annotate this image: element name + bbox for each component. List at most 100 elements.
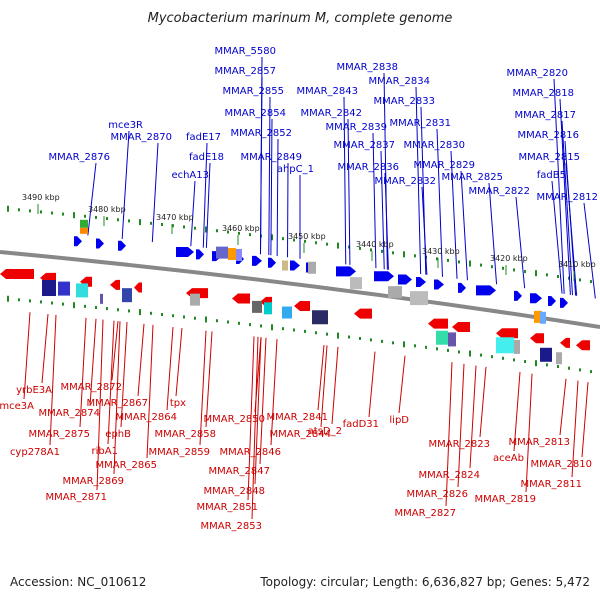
leader-line (276, 138, 279, 257)
reverse-gene-label: yrbE3A (16, 385, 52, 396)
leader-line (347, 118, 351, 265)
reverse-gene-label: MMAR_2859 (149, 447, 211, 458)
leader-line (259, 337, 267, 465)
leader-line (515, 196, 526, 289)
forward-gene-label: MMAR_2830 (404, 140, 466, 151)
forward-gene-arrow (398, 274, 412, 285)
reverse-gene-label: MMAR_2846 (220, 447, 282, 458)
leader-line (581, 382, 589, 458)
leader-line (331, 346, 339, 425)
reverse-gene-label: MMAR_2853 (201, 521, 263, 532)
reverse-gene-label: MMAR_2811 (521, 479, 583, 490)
leader-line (87, 162, 97, 236)
reverse-gene-label: MMAR_2858 (155, 429, 217, 440)
kbp-labels: 3490 kbp 3480 kbp 3470 kbp 3460 kbp 3450 kbp… (22, 193, 596, 281)
leader-line (89, 318, 97, 407)
leader-line (415, 86, 422, 274)
domain-boxes (42, 219, 562, 365)
reverse-gene-label: MMAR_2844 (270, 429, 332, 440)
forward-gene-label: fadE17 (186, 132, 221, 143)
domain-box (308, 261, 316, 274)
leader-line (559, 378, 567, 436)
accession-label: Accession: NC_010612 (10, 575, 146, 589)
domain-box (556, 352, 562, 365)
forward-gene-arrow (514, 290, 522, 301)
forward-gene-arrow (336, 266, 356, 277)
leader-line (460, 170, 468, 281)
forward-gene-arrow (548, 295, 556, 306)
kbp-label: 3490 kbp (22, 193, 60, 202)
reverse-gene-label: MMAR_2850 (204, 414, 266, 425)
forward-gene-label: MMAR_2833 (374, 96, 436, 107)
leader-line (111, 321, 119, 381)
forward-gene-label: MMAR_2855 (223, 86, 285, 97)
domain-box (388, 286, 402, 299)
leader-line (270, 118, 273, 256)
reverse-gene-label: MMAR_2851 (197, 502, 259, 513)
reverse-gene-label: MMAR_2827 (395, 508, 457, 519)
leader-line (488, 182, 498, 285)
domain-box (58, 281, 70, 296)
leader-line (205, 162, 211, 248)
forward-gene-label: MMAR_2825 (442, 172, 504, 183)
leader-line (551, 180, 563, 294)
reverse-gene-label: MMAR_2826 (407, 489, 469, 500)
domain-box (514, 339, 520, 354)
reverse-gene-label: MMAR_2824 (419, 470, 481, 481)
forward-gene-arrow (476, 285, 496, 296)
leader-line (343, 96, 347, 265)
forward-gene-label: fadE18 (189, 152, 224, 163)
forward-gene-label: MMAR_2854 (225, 108, 287, 119)
forward-gene-label: MMAR_2838 (337, 62, 399, 73)
domain-box (216, 246, 228, 259)
leader-line (445, 362, 453, 507)
kbp-label: 3430 kbp (422, 247, 460, 256)
reverse-gene-label: MMAR_2813 (509, 437, 571, 448)
forward-gene-arrow (416, 276, 426, 287)
reverse-gene-arrow (428, 318, 448, 329)
forward-gene-label: MMAR_2852 (231, 128, 293, 139)
reverse-gene-arrow (134, 282, 142, 293)
leader-line (525, 373, 533, 493)
leader-line (571, 380, 579, 478)
forward-gene-label: MMAR_2870 (111, 132, 173, 143)
reverse-gene-label: MMAR_2864 (116, 412, 178, 423)
reverse-gene-label: cyp278A1 (10, 447, 60, 458)
forward-gene-label: MMAR_2818 (513, 88, 575, 99)
forward-gene-arrow (196, 249, 204, 260)
leader-line (513, 371, 521, 452)
reverse-gene-label: fadD31 (343, 419, 379, 430)
reverse-gene-label: ribA1 (92, 446, 118, 457)
domain-box (282, 306, 292, 319)
domain-box (42, 280, 56, 297)
reverse-gene-arrow (496, 328, 518, 339)
forward-gene-label: MMAR_2832 (375, 176, 437, 187)
leader-line (107, 320, 115, 445)
forward-gene-arrow (290, 260, 300, 271)
forward-gene-label: MMAR_2839 (326, 122, 388, 133)
forward-gene-label: MMAR_2815 (519, 152, 581, 163)
forward-gene-label: ahpC_1 (277, 164, 314, 175)
reverse-gene-arrow (560, 337, 570, 348)
reverse-gene-label: MMAR_2819 (475, 494, 537, 505)
forward-gene-arrow (458, 282, 466, 293)
reverse-gene-arrow (0, 269, 34, 279)
forward-gene-labels: MMAR_5580 MMAR_2857 MMAR_2855 MMAR_2854 MMAR… (49, 46, 599, 203)
scale-ticks (7, 205, 592, 374)
forward-gene-arrow (118, 240, 126, 251)
forward-gene-arrow (374, 271, 394, 282)
leader-line (96, 319, 104, 491)
reverse-gene-label: MMAR_2865 (96, 460, 158, 471)
reverse-gene-label: ephB (105, 429, 131, 440)
kbp-label: 3420 kbp (490, 254, 528, 263)
reverse-gene-arrow (294, 301, 310, 312)
domain-box (410, 291, 428, 306)
reverse-gene-arrow (232, 293, 250, 304)
forward-gene-label: MMAR_2849 (241, 152, 303, 163)
reverse-gene-label: atsD_2 (308, 426, 342, 437)
leader-line (436, 128, 443, 277)
domain-box (80, 219, 88, 228)
domain-box (350, 277, 362, 290)
leader-line (317, 344, 325, 411)
forward-gene-label: MMAR_2842 (301, 108, 363, 119)
